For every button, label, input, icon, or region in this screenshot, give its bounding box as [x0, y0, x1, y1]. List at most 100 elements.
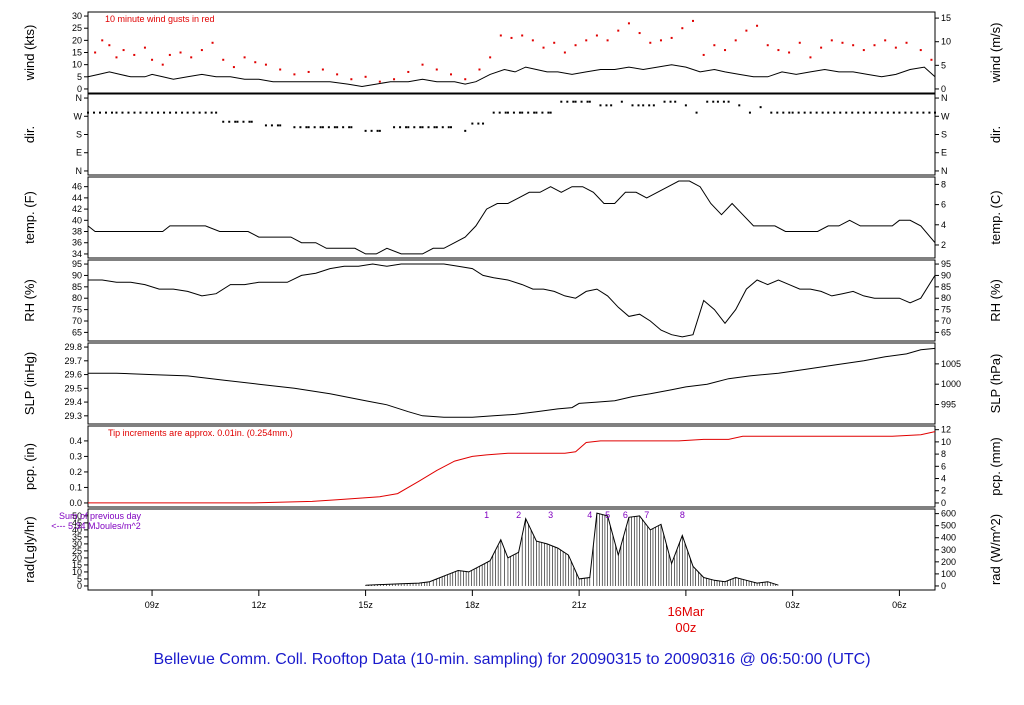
data-point — [122, 49, 125, 52]
y-tick-label-left: 0.2 — [69, 467, 82, 477]
data-point — [364, 75, 367, 78]
panel-rad: 051015202530354045500100200300400500600r… — [22, 508, 1003, 591]
data-point — [776, 111, 779, 114]
panel-frame — [87, 11, 936, 94]
data-point — [435, 68, 438, 71]
y-tick-label-right: 5 — [941, 60, 946, 70]
data-point — [659, 39, 662, 42]
data-point — [803, 111, 806, 114]
data-point — [821, 111, 824, 114]
data-point — [605, 104, 608, 107]
y-tick-label-right: 6 — [941, 200, 946, 210]
y-label-left: wind (kts) — [22, 25, 37, 82]
y-label-left: pcp. (in) — [22, 443, 37, 490]
data-point — [566, 100, 569, 103]
data-point — [105, 111, 107, 114]
data-point — [421, 126, 424, 129]
data-point — [393, 78, 396, 81]
y-tick-label-left: 0 — [77, 581, 82, 591]
y-tick-label-left: 35 — [72, 532, 82, 542]
data-point — [376, 129, 379, 132]
y-tick-label-left: 5 — [77, 72, 82, 82]
data-point — [133, 111, 136, 114]
y-tick-label-left: 29.6 — [64, 370, 82, 380]
data-point — [791, 111, 794, 114]
data-point — [313, 126, 316, 129]
x-tick-label: 09z — [145, 600, 160, 610]
y-tick-label-left: 65 — [72, 327, 82, 337]
data-point — [276, 124, 279, 127]
data-point — [370, 129, 373, 132]
data-point — [862, 49, 865, 52]
data-point — [815, 111, 818, 114]
panel-frame — [87, 259, 936, 342]
data-point — [574, 100, 577, 103]
data-point — [547, 111, 550, 114]
data-point — [198, 111, 201, 114]
data-point — [498, 111, 501, 114]
data-point — [200, 49, 203, 52]
data-point — [734, 39, 737, 42]
x-tick-label: 15z — [358, 600, 373, 610]
data-point — [348, 126, 351, 129]
data-point — [874, 111, 877, 114]
rad-marker-label: 5 — [605, 510, 610, 520]
y-tick-label-right: 0 — [941, 84, 946, 94]
data-point — [350, 126, 353, 129]
data-point — [378, 129, 381, 132]
y-tick-label-left: 36 — [72, 238, 82, 248]
y-tick-label-left: 85 — [72, 282, 82, 292]
data-point — [851, 111, 854, 114]
data-point — [299, 126, 302, 129]
y-tick-label-right: 0 — [941, 581, 946, 591]
data-point — [642, 104, 645, 107]
data-point — [407, 126, 410, 129]
y-label-left: temp. (F) — [22, 191, 37, 244]
data-point — [293, 126, 296, 129]
y-label-right: SLP (hPa) — [988, 354, 1003, 414]
y-tick-label-left: 15 — [72, 48, 82, 58]
y-label-right: wind (m/s) — [988, 23, 1003, 84]
data-point — [215, 111, 218, 114]
y-tick-label-left: 29.8 — [64, 342, 82, 352]
series-line-rh — [88, 263, 936, 338]
data-point — [321, 126, 324, 129]
data-point — [435, 126, 438, 129]
data-point — [447, 126, 450, 129]
x-tick-label: 21z — [572, 600, 587, 610]
data-point — [521, 111, 524, 114]
data-point — [319, 126, 322, 129]
y-tick-label-left: W — [74, 111, 83, 121]
data-point — [886, 111, 889, 114]
data-point — [759, 106, 762, 109]
data-point — [279, 124, 282, 127]
x-tick-label: 03z — [785, 600, 800, 610]
data-point — [450, 73, 452, 76]
y-label-right: pcp. (mm) — [988, 437, 1003, 496]
y-tick-label-right: 6 — [941, 461, 946, 471]
date-marker-hour: 00z — [675, 620, 696, 635]
y-tick-label-right: 1000 — [941, 379, 961, 389]
data-point — [905, 41, 908, 44]
data-point — [489, 56, 492, 59]
data-point — [264, 124, 267, 127]
data-point — [820, 46, 823, 49]
y-tick-label-left: 29.3 — [64, 411, 82, 421]
data-point — [531, 39, 534, 42]
data-point — [620, 100, 623, 103]
y-label-right: rad (W/m^2) — [988, 514, 1003, 585]
y-tick-label-right: 500 — [941, 521, 956, 531]
rad-marker-label: 3 — [548, 510, 553, 520]
y-tick-label-left: 0.3 — [69, 451, 82, 461]
data-point — [580, 100, 583, 103]
y-tick-label-right: 2 — [941, 486, 946, 496]
y-tick-label-right: 200 — [941, 557, 956, 567]
data-point — [151, 111, 154, 114]
data-point — [797, 111, 800, 114]
data-point — [492, 111, 495, 114]
data-point — [830, 39, 833, 42]
y-tick-label-left: 20 — [72, 35, 82, 45]
data-point — [175, 111, 178, 114]
data-point — [186, 111, 189, 114]
